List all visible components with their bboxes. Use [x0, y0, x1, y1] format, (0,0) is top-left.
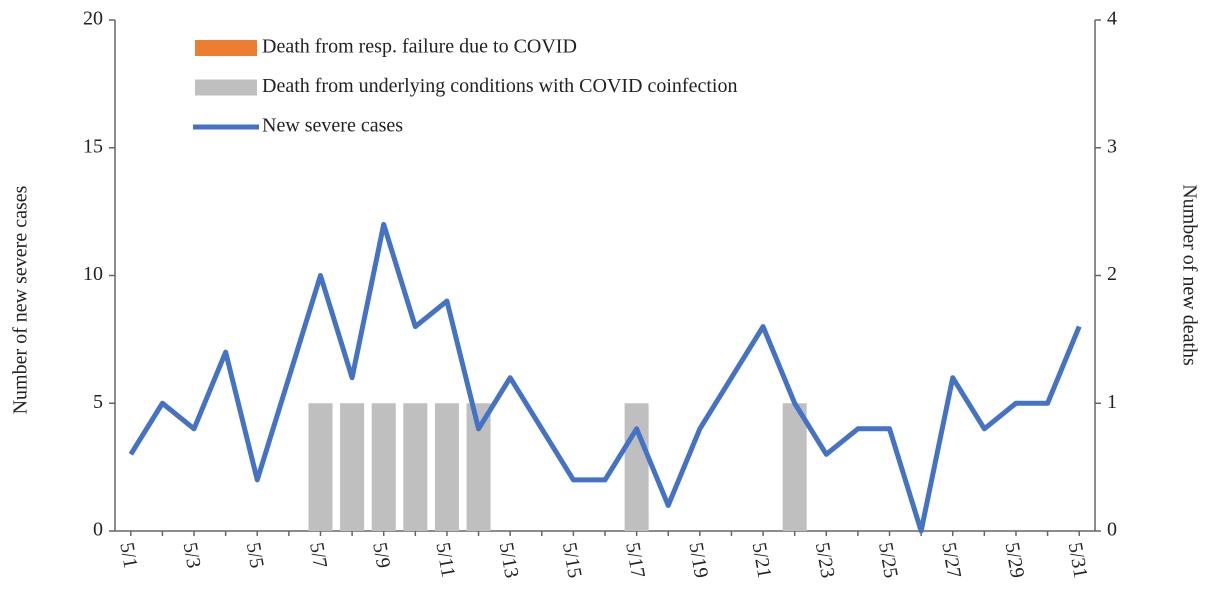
y-tick-label: 5: [93, 391, 103, 413]
x-tick-label: 5/11: [431, 541, 459, 579]
y2-tick-label: 1: [1107, 391, 1117, 413]
y-tick-label: 0: [93, 519, 103, 541]
legend-swatch: [195, 79, 257, 96]
x-tick-label: 5/17: [621, 541, 649, 580]
y2-tick-label: 4: [1107, 8, 1117, 30]
legend-label: New severe cases: [262, 115, 403, 137]
y2-axis-label: Number of new deaths: [1178, 184, 1200, 366]
y2-tick-label: 3: [1107, 135, 1117, 157]
y-tick-label: 10: [83, 263, 103, 285]
x-tick-label: 5/9: [368, 541, 394, 570]
x-tick-label: 5/5: [242, 541, 268, 570]
bar: [340, 403, 365, 531]
x-tick-label: 5/21: [748, 541, 776, 580]
x-tick-label: 5/27: [937, 541, 965, 580]
x-tick-label: 5/19: [684, 541, 712, 580]
x-tick-label: 5/7: [305, 541, 331, 570]
legend-label: Death from underlying conditions with CO…: [262, 75, 737, 97]
bar: [403, 403, 428, 531]
bar: [624, 403, 649, 531]
y-tick-label: 15: [83, 135, 103, 157]
x-tick-label: 5/23: [811, 541, 839, 580]
x-tick-label: 5/13: [495, 541, 523, 580]
y-tick-label: 20: [83, 8, 103, 30]
x-tick-label: 5/15: [558, 541, 586, 580]
x-tick-label: 5/29: [1001, 541, 1029, 580]
y-axis-label: Number of new severe cases: [10, 185, 32, 414]
bar: [308, 403, 333, 531]
legend-label: Death from resp. failure due to COVID: [262, 36, 577, 58]
bar: [434, 403, 459, 531]
line: [128, 221, 1082, 534]
y2-tick-label: 2: [1107, 263, 1117, 285]
bar: [371, 403, 396, 531]
x-tick-label: 5/31: [1064, 541, 1092, 580]
x-tick-label: 5/3: [179, 541, 205, 570]
x-tick-label: 5/25: [874, 541, 902, 580]
y2-tick-label: 0: [1107, 519, 1117, 541]
x-tick-label: 5/1: [115, 541, 141, 570]
legend-swatch: [195, 40, 257, 56]
bar: [782, 403, 807, 531]
